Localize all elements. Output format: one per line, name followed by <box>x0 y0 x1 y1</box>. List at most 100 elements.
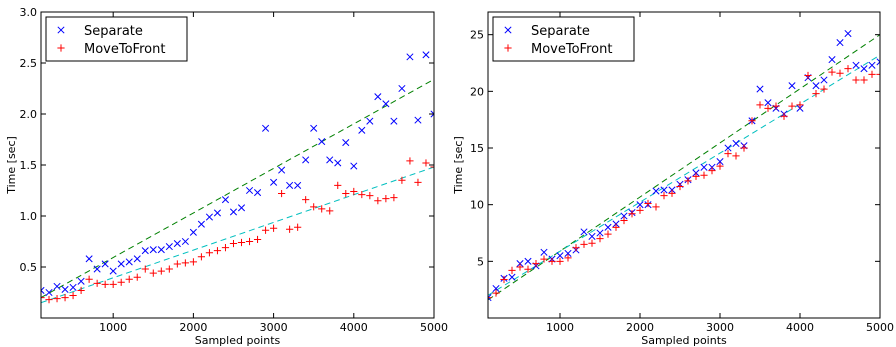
plus-marker <box>612 223 620 231</box>
x-marker <box>270 178 278 186</box>
x-marker <box>133 255 141 263</box>
x-marker <box>237 204 246 212</box>
plus-marker <box>157 267 165 275</box>
y-tick-label: 10 <box>470 199 484 212</box>
x-marker <box>77 277 85 285</box>
x-marker <box>828 56 836 64</box>
x-marker <box>310 124 318 132</box>
y-tick-label: 15 <box>470 142 484 155</box>
x-tick-label: 5000 <box>866 321 894 334</box>
plus-marker <box>876 70 880 78</box>
plus-marker <box>844 65 852 73</box>
x-marker <box>488 294 492 302</box>
plus-marker <box>342 189 350 198</box>
plus-marker <box>756 101 764 109</box>
legend-marker-separate <box>504 26 512 34</box>
y-tick-label: 25 <box>470 29 484 42</box>
x-marker <box>596 229 604 237</box>
x-axis-label: Sampled points <box>195 334 281 347</box>
plus-marker <box>692 172 700 180</box>
plus-marker <box>740 144 748 152</box>
plus-marker <box>173 260 181 268</box>
plus-marker <box>644 199 652 208</box>
plus-marker <box>668 189 676 197</box>
plus-marker <box>374 197 382 205</box>
plus-marker <box>237 238 246 247</box>
x-tick-label: 2000 <box>626 321 654 334</box>
x-marker <box>430 110 434 118</box>
plus-marker <box>652 203 660 211</box>
plus-marker <box>406 157 414 165</box>
x-marker <box>358 126 366 134</box>
legend: Separate MoveToFront <box>492 16 635 62</box>
legend-box <box>45 16 188 62</box>
x-tick-label: 4000 <box>786 321 814 334</box>
x-marker <box>334 159 342 167</box>
x-marker <box>366 117 374 125</box>
plus-marker <box>700 171 708 179</box>
x-marker <box>620 212 628 220</box>
plus-marker <box>350 187 358 196</box>
x-marker <box>556 252 564 260</box>
plus-marker <box>229 239 238 248</box>
x-marker <box>141 247 149 255</box>
series-separate <box>41 51 434 297</box>
plus-marker <box>181 259 189 267</box>
plus-marker <box>716 162 724 170</box>
plus-marker <box>772 102 780 110</box>
plus-marker <box>245 237 254 246</box>
plus-marker <box>149 269 157 277</box>
x-tick-label: 3000 <box>260 321 288 334</box>
x-marker <box>398 84 406 93</box>
chart-left: 1000 2000 3000 4000 5000 0.5 1.0 1.5 2.0 2.5 3.0 Sa… <box>5 6 448 347</box>
x-marker <box>109 267 117 275</box>
plus-marker <box>828 68 836 76</box>
x-marker <box>318 137 326 146</box>
trend-line-0 <box>488 34 880 301</box>
plus-marker <box>53 295 61 303</box>
x-marker <box>278 166 286 174</box>
plus-marker <box>334 181 342 189</box>
x-marker <box>61 285 69 293</box>
x-marker <box>294 181 302 189</box>
x-marker <box>69 283 77 291</box>
plus-marker <box>500 275 508 284</box>
plus-marker <box>318 205 326 213</box>
plus-marker <box>604 230 612 238</box>
legend-label-movetofront: MoveToFront <box>84 42 165 57</box>
series-movetofront <box>488 65 880 302</box>
plus-marker <box>636 206 644 214</box>
plus-marker <box>532 260 540 268</box>
x-marker <box>173 239 181 248</box>
x-marker <box>157 246 165 254</box>
plus-marker <box>852 76 860 84</box>
trend-line-1 <box>488 54 880 296</box>
plus-marker <box>358 190 366 199</box>
plus-marker <box>676 182 684 191</box>
plus-marker <box>69 291 77 300</box>
x-marker <box>580 228 588 236</box>
x-marker <box>229 208 238 216</box>
plus-marker <box>414 178 422 186</box>
plus-marker <box>820 85 828 93</box>
plus-marker <box>189 258 197 266</box>
axes-frame <box>487 11 881 319</box>
y-tick-label: 5 <box>477 255 484 268</box>
y-tick-label: 0.5 <box>20 261 38 274</box>
plus-marker <box>278 189 286 198</box>
x-marker <box>101 260 109 268</box>
x-marker <box>820 76 828 84</box>
x-marker <box>508 273 516 281</box>
plus-marker <box>165 265 173 273</box>
plus-marker <box>93 279 101 287</box>
x-marker <box>732 139 740 148</box>
x-marker <box>165 243 173 251</box>
x-marker <box>85 255 93 263</box>
plus-marker <box>836 69 844 77</box>
x-marker <box>205 213 213 221</box>
x-marker <box>852 61 860 69</box>
x-marker <box>197 220 205 228</box>
plus-marker <box>294 223 302 231</box>
plus-marker <box>572 244 580 252</box>
